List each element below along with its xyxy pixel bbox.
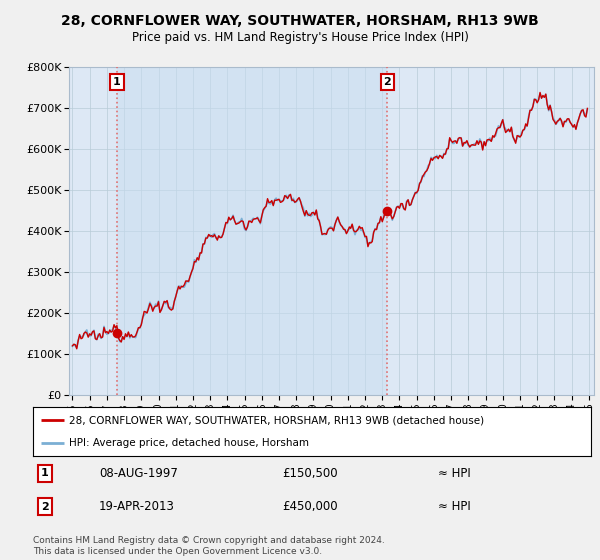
Text: ≈ HPI: ≈ HPI [438, 466, 471, 480]
Bar [117, 67, 387, 395]
Text: 28, CORNFLOWER WAY, SOUTHWATER, HORSHAM, RH13 9WB: 28, CORNFLOWER WAY, SOUTHWATER, HORSHAM,… [61, 14, 539, 28]
Text: 2: 2 [41, 502, 49, 512]
Text: 19-APR-2013: 19-APR-2013 [99, 500, 175, 514]
Text: HPI: Average price, detached house, Horsham: HPI: Average price, detached house, Hors… [69, 438, 309, 448]
Text: 28, CORNFLOWER WAY, SOUTHWATER, HORSHAM, RH13 9WB (detached house): 28, CORNFLOWER WAY, SOUTHWATER, HORSHAM,… [69, 416, 484, 426]
Text: 1: 1 [41, 468, 49, 478]
Text: £450,000: £450,000 [282, 500, 338, 514]
Text: Contains HM Land Registry data © Crown copyright and database right 2024.
This d: Contains HM Land Registry data © Crown c… [33, 536, 385, 556]
Text: 2: 2 [383, 77, 391, 87]
Text: ≈ HPI: ≈ HPI [438, 500, 471, 514]
Text: 08-AUG-1997: 08-AUG-1997 [99, 466, 178, 480]
Text: 1: 1 [113, 77, 121, 87]
Text: £150,500: £150,500 [282, 466, 338, 480]
Text: Price paid vs. HM Land Registry's House Price Index (HPI): Price paid vs. HM Land Registry's House … [131, 31, 469, 44]
